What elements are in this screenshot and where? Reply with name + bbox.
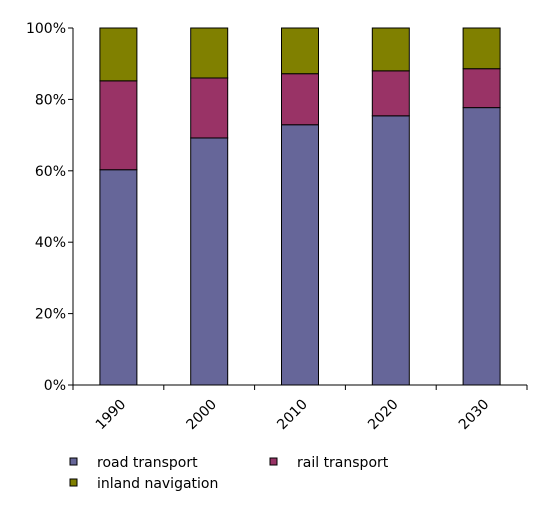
bar-segment-2010-road-transport xyxy=(281,124,319,386)
legend-swatch-road-transport xyxy=(69,457,78,466)
bars-group xyxy=(99,27,501,386)
x-tick-label: 2010 xyxy=(274,397,311,434)
y-tick-label: 0% xyxy=(44,378,66,394)
legend-swatch-inland-navigation xyxy=(69,478,78,487)
bar-segment-2000-road-transport xyxy=(190,137,229,386)
legend: road transport rail transport inland navig… xyxy=(69,455,389,492)
bar-segment-2010-inland-navigation xyxy=(281,27,319,75)
y-tick-label: 80% xyxy=(35,92,66,108)
x-tick-label: 2020 xyxy=(365,397,402,434)
legend-swatch-rail-transport xyxy=(269,457,278,466)
legend-label-inland-navigation: inland navigation xyxy=(97,476,218,492)
bar-segment-2020-inland-navigation xyxy=(371,27,410,72)
bar-segment-2030-inland-navigation xyxy=(462,27,501,70)
legend-label-road-transport: road transport xyxy=(97,455,198,471)
x-tick-label: 1990 xyxy=(93,397,130,434)
y-tick-label: 100% xyxy=(26,21,66,37)
legend-label-rail-transport: rail transport xyxy=(297,455,389,471)
y-tick-label: 20% xyxy=(35,307,66,323)
bar-segment-2000-rail-transport xyxy=(190,77,229,139)
bar-segment-2010-rail-transport xyxy=(281,73,319,126)
y-tick-label: 40% xyxy=(35,235,66,251)
bar-segment-2000-inland-navigation xyxy=(190,27,229,79)
bar-segment-1990-inland-navigation xyxy=(99,27,138,82)
bar-segment-2020-road-transport xyxy=(371,115,410,386)
axes-group xyxy=(68,27,528,390)
bar-segment-1990-road-transport xyxy=(99,169,138,386)
y-tick-labels: 0% 20% 40% 60% 80% 100% xyxy=(26,21,66,394)
bar-segment-2030-rail-transport xyxy=(462,68,501,109)
y-tick-label: 60% xyxy=(35,164,66,180)
bar-segment-1990-rail-transport xyxy=(99,80,138,171)
bar-segment-2030-road-transport xyxy=(462,107,501,386)
x-tick-label: 2030 xyxy=(456,397,493,434)
x-tick-labels: 1990 2000 2010 2020 2030 xyxy=(93,397,493,434)
bar-segment-2020-rail-transport xyxy=(371,70,410,117)
x-tick-label: 2000 xyxy=(184,397,221,434)
